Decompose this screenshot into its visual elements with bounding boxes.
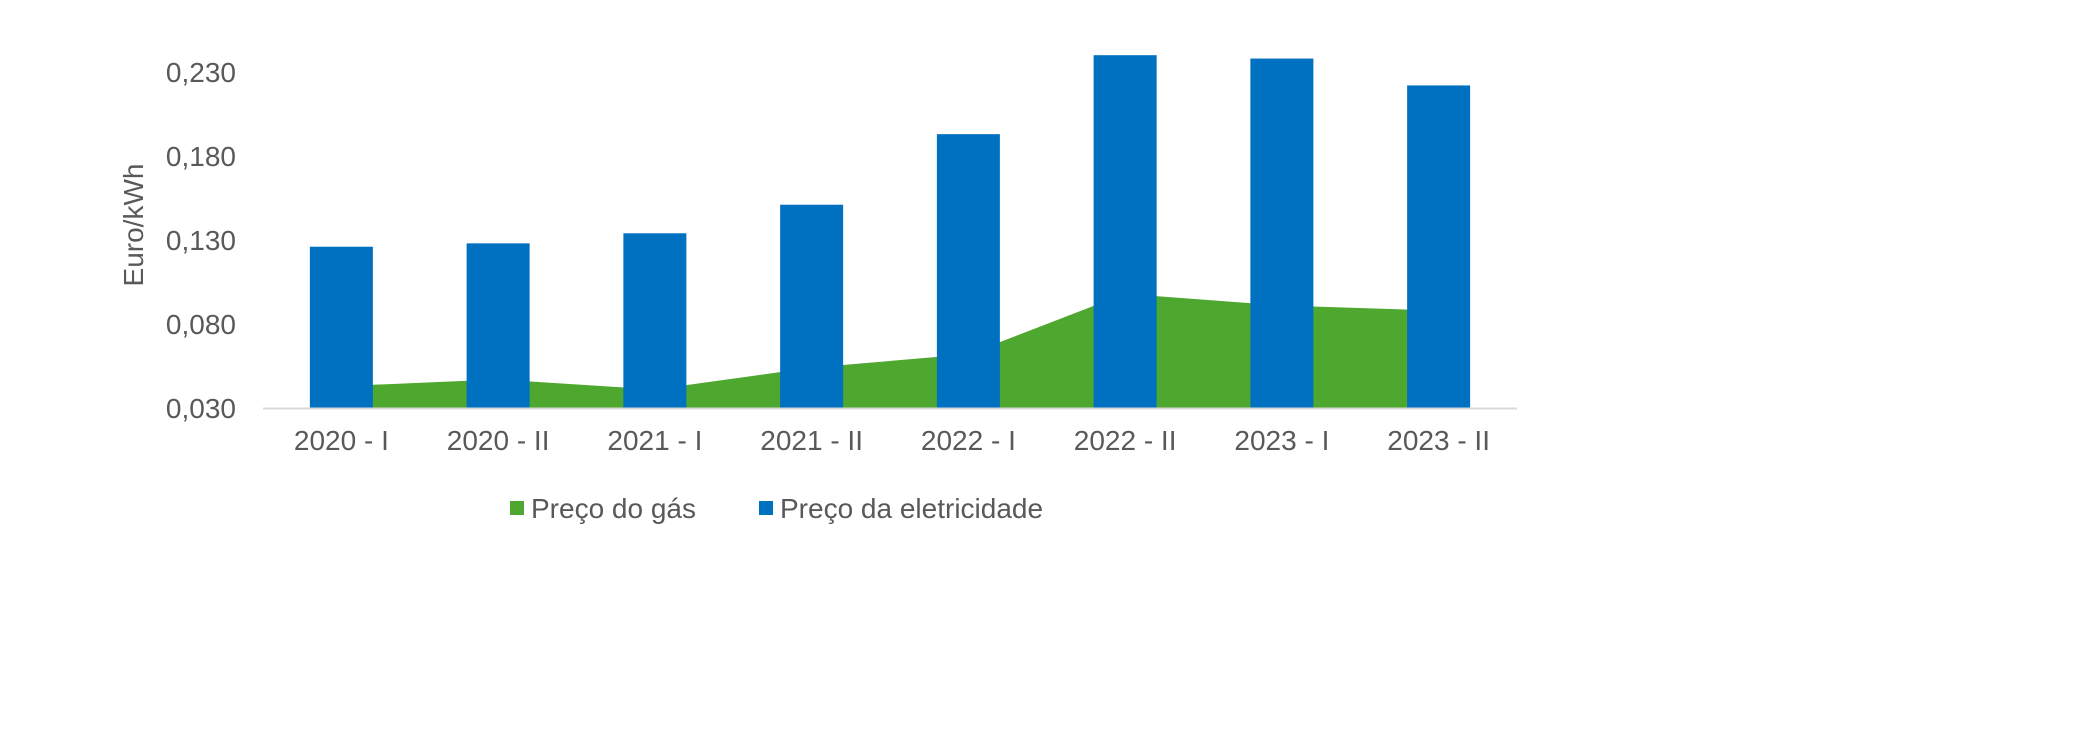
y-axis-label: Euro/kWh: [118, 164, 149, 287]
x-tick-label: 2020 - II: [447, 425, 550, 456]
gas-area-layer: [341, 293, 1439, 408]
legend-label-gas: Preço do gás: [531, 493, 696, 524]
y-tick-label: 0,130: [166, 225, 236, 256]
legend-label-electricity: Preço da eletricidade: [780, 493, 1043, 524]
electricity-price-bar: [780, 204, 844, 408]
y-tick-label: 0,030: [166, 393, 236, 424]
x-tick-label: 2022 - II: [1074, 425, 1177, 456]
electricity-price-bar: [623, 233, 687, 408]
legend: Preço do gás Preço da eletricidade: [510, 493, 1043, 524]
x-tick-label: 2021 - I: [607, 425, 702, 456]
electricity-price-bar: [1093, 55, 1157, 408]
x-tick-label: 2023 - I: [1234, 425, 1329, 456]
electricity-price-bar: [466, 243, 530, 408]
electricity-price-bar: [1250, 58, 1314, 409]
legend-swatch-electricity: [759, 501, 773, 515]
x-axis-ticks: 2020 - I 2020 - II 2021 - I 2021 - II 2022 -…: [294, 425, 1490, 456]
x-tick-label: 2023 - II: [1387, 425, 1490, 456]
y-tick-label: 0,180: [166, 141, 236, 172]
x-tick-label: 2022 - I: [921, 425, 1016, 456]
y-tick-label: 0,080: [166, 309, 236, 340]
x-tick-label: 2021 - II: [760, 425, 863, 456]
y-axis-ticks: 0,030 0,080 0,130 0,180 0,230: [166, 57, 236, 424]
x-tick-label: 2020 - I: [294, 425, 389, 456]
gas-price-area: [341, 293, 1439, 408]
electricity-bar-layer: [309, 55, 1471, 409]
legend-swatch-gas: [510, 501, 524, 515]
electricity-price-bar: [1407, 85, 1471, 408]
electricity-price-bar: [936, 134, 1000, 408]
y-tick-label: 0,230: [166, 57, 236, 88]
electricity-price-bar: [309, 246, 373, 408]
